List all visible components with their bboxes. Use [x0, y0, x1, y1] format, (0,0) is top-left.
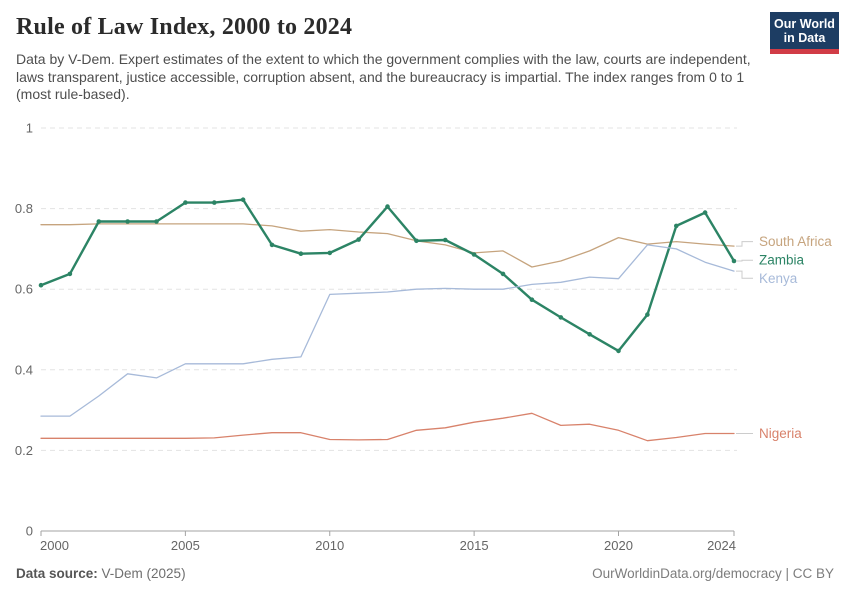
series-marker-zambia	[240, 197, 246, 202]
series-marker-zambia	[212, 200, 217, 205]
series-marker-zambia	[471, 252, 477, 257]
series-connector-kenya	[736, 270, 753, 279]
owid-logo-stripe	[770, 49, 839, 54]
series-marker-zambia	[674, 223, 679, 229]
series-label-kenya[interactable]: Kenya	[759, 271, 798, 286]
series-marker-zambia	[356, 237, 361, 242]
series-marker-zambia	[327, 250, 333, 256]
series-label-zambia[interactable]: Zambia	[759, 253, 805, 268]
series-marker-zambia	[616, 348, 621, 354]
series-marker-zambia	[385, 204, 390, 209]
chart-footer: Data source: V-Dem (2025) OurWorldinData…	[16, 566, 834, 581]
series-line-kenya[interactable]	[40, 244, 735, 417]
series-marker-zambia	[702, 210, 708, 215]
y-tick-label: 0.4	[15, 362, 33, 377]
series-marker-zambia	[125, 219, 130, 224]
series-line-nigeria[interactable]	[40, 412, 735, 442]
x-tick-label: 2000	[40, 538, 69, 553]
series-marker-zambia	[38, 282, 44, 288]
series-line-south-africa[interactable]	[40, 223, 735, 268]
series-marker-zambia	[587, 332, 592, 337]
data-source: Data source: V-Dem (2025)	[16, 566, 186, 581]
series-marker-zambia	[183, 200, 188, 205]
series-label-south-africa[interactable]: South Africa	[759, 234, 832, 249]
series-marker-zambia	[731, 258, 737, 264]
y-tick-label: 0.6	[15, 282, 33, 297]
y-tick-label: 0.2	[15, 443, 33, 458]
series-marker-zambia	[558, 315, 564, 320]
series-marker-zambia	[443, 237, 448, 243]
license-link[interactable]: OurWorldinData.org/democracy | CC BY	[592, 566, 834, 581]
series-line-zambia[interactable]	[39, 198, 736, 353]
owid-logo-line2: in Data	[783, 31, 826, 45]
series-connector-zambia	[736, 259, 753, 262]
series-marker-zambia	[645, 312, 650, 317]
series-marker-zambia	[96, 219, 102, 224]
y-tick-label: 0	[26, 524, 33, 539]
data-source-label: Data source:	[16, 566, 98, 581]
chart-subtitle: Data by V-Dem. Expert estimates of the e…	[16, 51, 751, 102]
x-tick-label: 2024	[707, 538, 736, 553]
series-marker-zambia	[298, 251, 304, 256]
y-tick-label: 1	[26, 121, 33, 136]
page-title: Rule of Law Index, 2000 to 2024	[16, 14, 353, 40]
series-marker-zambia	[67, 271, 73, 277]
owid-logo-box: Our World in Data	[770, 12, 839, 49]
data-source-value: V-Dem (2025)	[97, 566, 186, 581]
x-tick-label: 2015	[460, 538, 489, 553]
x-tick-label: 2020	[604, 538, 633, 553]
series-marker-zambia	[154, 219, 159, 224]
series-marker-zambia	[500, 271, 506, 277]
series-marker-zambia	[269, 242, 275, 248]
series-marker-zambia	[414, 238, 419, 244]
owid-logo-line1: Our World	[774, 17, 835, 31]
series-connector-south-africa	[736, 241, 753, 247]
series-marker-zambia	[529, 297, 535, 303]
owid-logo[interactable]: Our World in Data	[770, 12, 839, 54]
series-label-nigeria[interactable]: Nigeria	[759, 426, 802, 441]
x-tick-label: 2005	[171, 538, 200, 553]
y-tick-label: 0.8	[15, 201, 33, 216]
x-tick-label: 2010	[315, 538, 344, 553]
